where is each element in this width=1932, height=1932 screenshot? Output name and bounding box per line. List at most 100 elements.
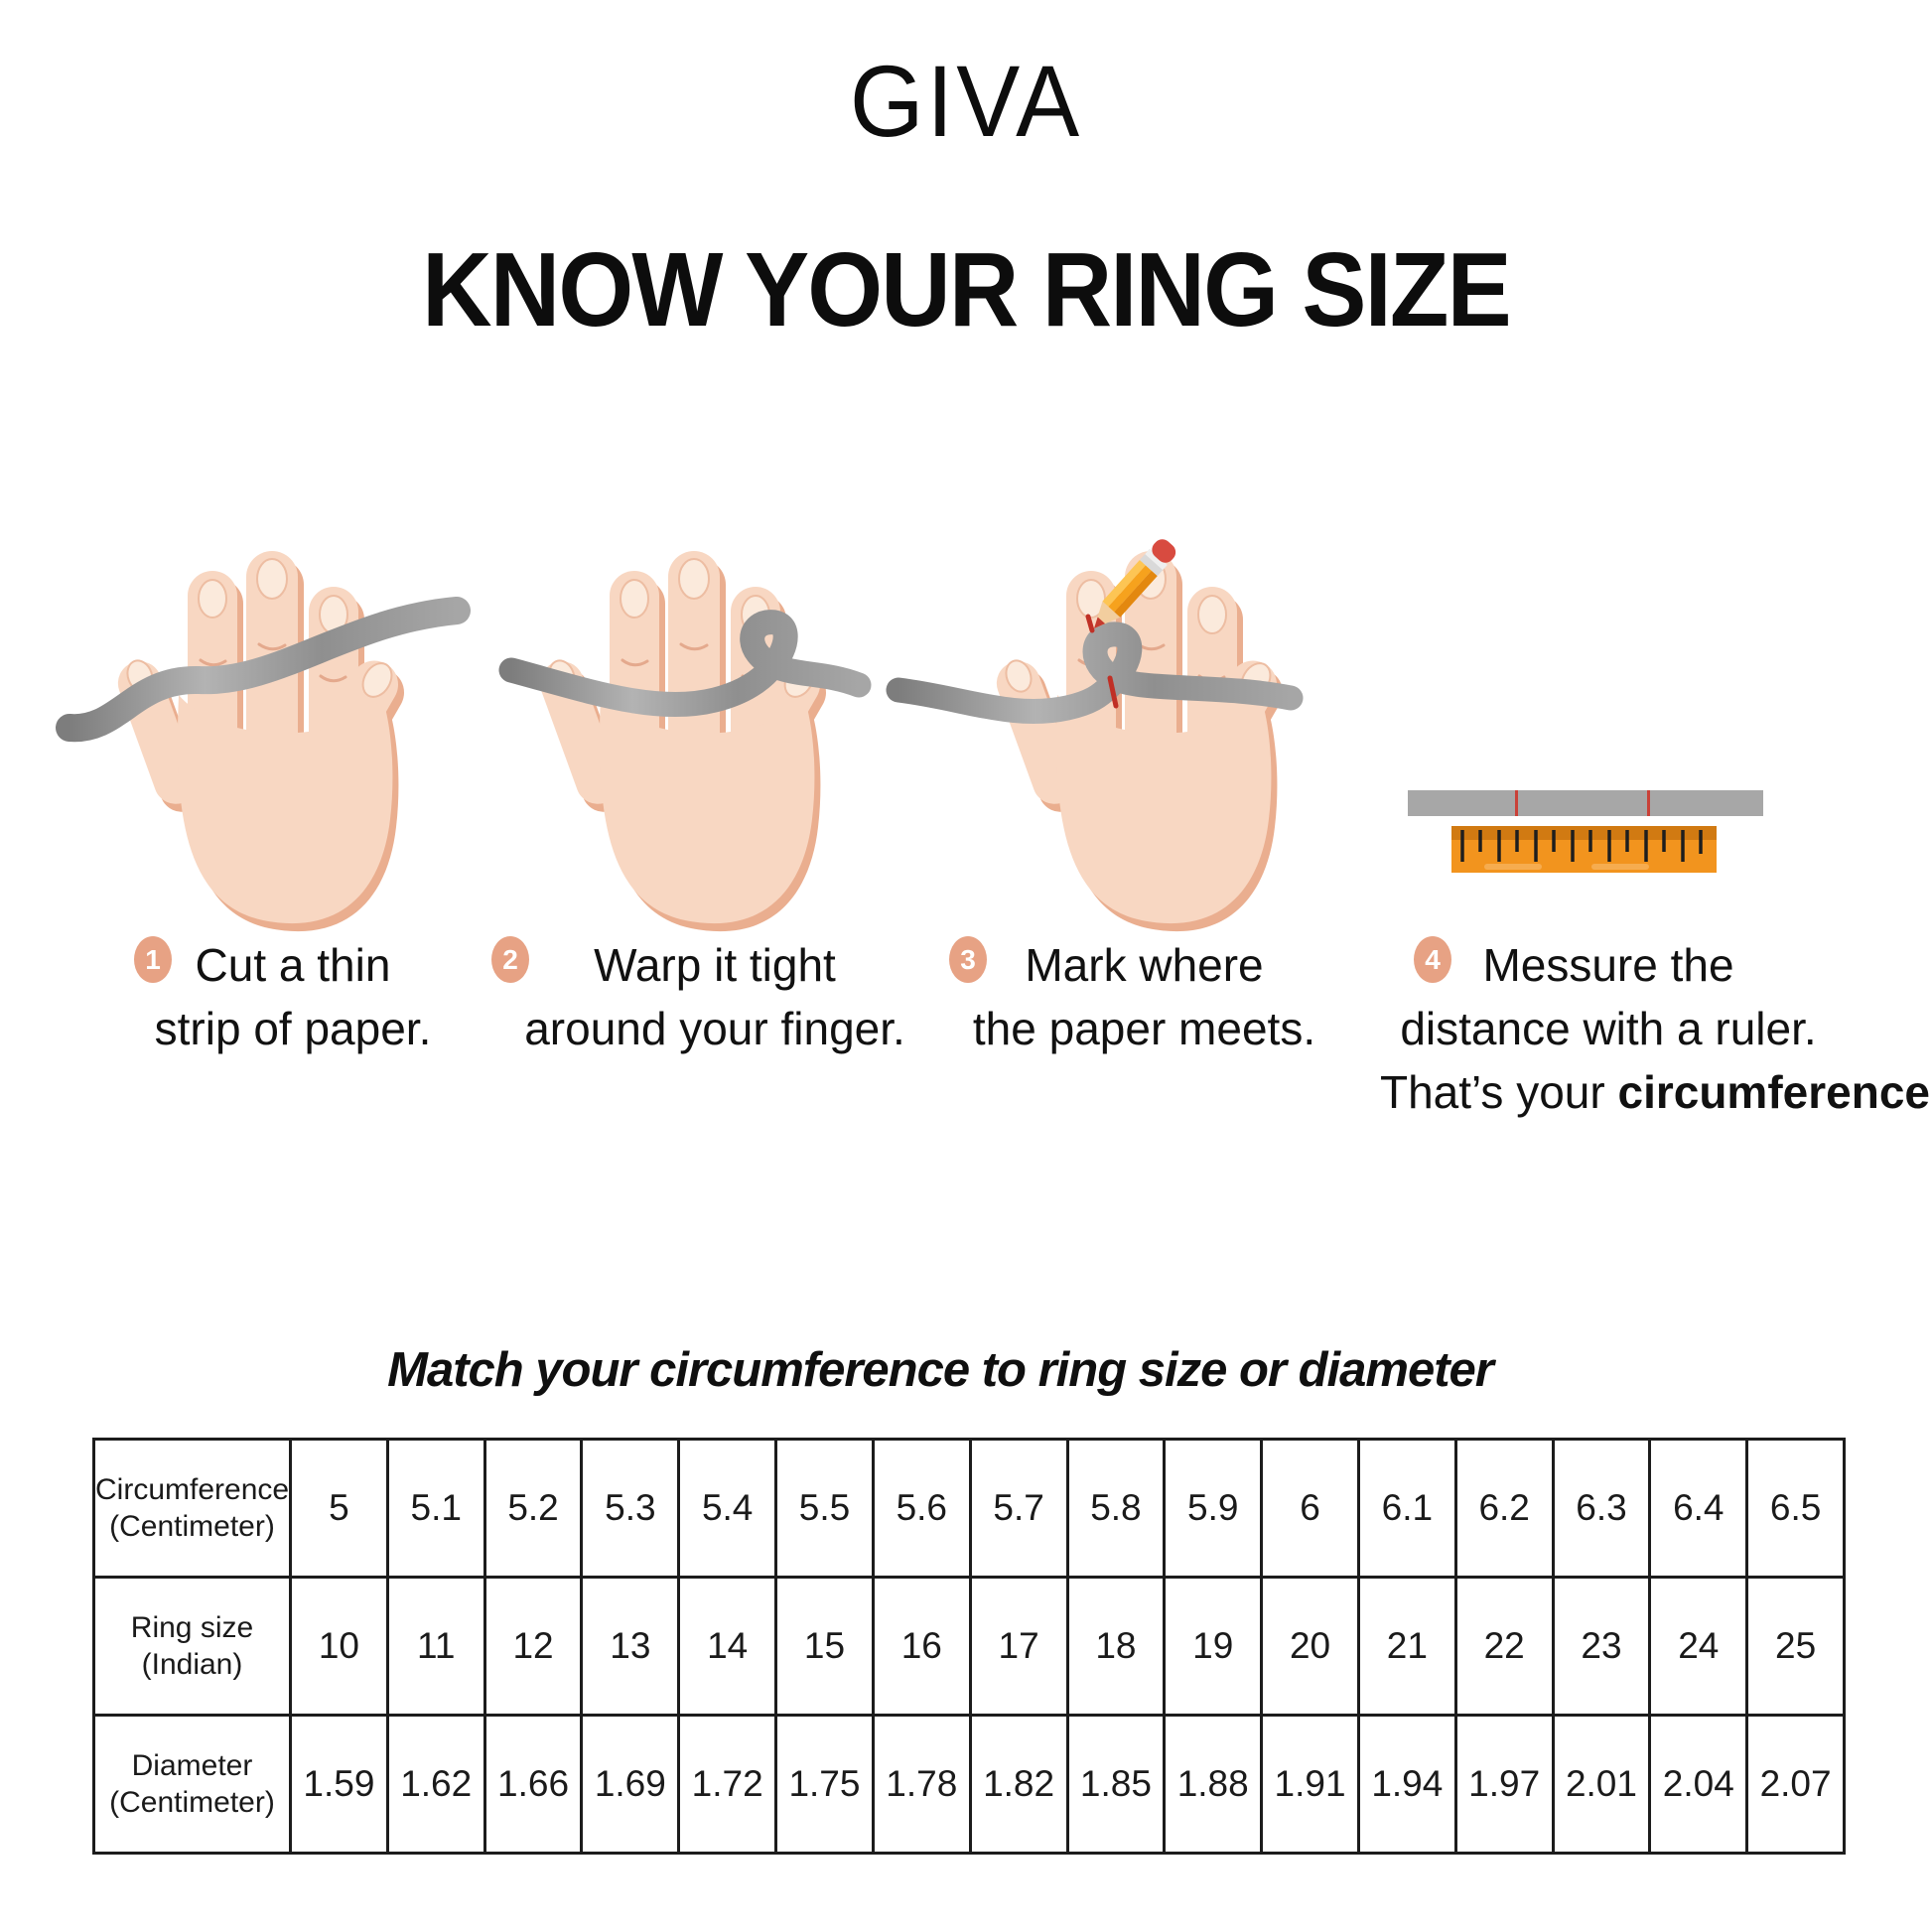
red-mark-left — [1515, 790, 1518, 816]
hand-step3-illustration — [886, 539, 1304, 938]
step-number: 1 — [145, 943, 161, 975]
table-cell: 6.5 — [1745, 1438, 1846, 1579]
step-1-line-2: strip of paper. — [154, 1003, 432, 1054]
table-cell: 6.1 — [1356, 1438, 1457, 1579]
row-label-ring-size: Ring size (Indian) — [92, 1576, 292, 1717]
hand-step2-illustration — [498, 511, 872, 938]
row-label-line: Ring size — [130, 1611, 254, 1644]
table-cell: 5.5 — [774, 1438, 875, 1579]
table-cell: 1.59 — [289, 1714, 389, 1855]
red-mark-on-strip — [1107, 675, 1119, 709]
open-hand-illustration — [991, 551, 1292, 931]
table-cell: 6.4 — [1648, 1438, 1749, 1579]
table-cell: 19 — [1163, 1576, 1264, 1717]
hand-step1-illustration — [56, 511, 471, 938]
table-cell: 5.2 — [483, 1438, 584, 1579]
marked-paper-strip — [1408, 790, 1763, 816]
table-cell: 20 — [1260, 1576, 1360, 1717]
table-cell: 22 — [1453, 1576, 1555, 1717]
table-cell: 24 — [1648, 1576, 1749, 1717]
pencil-icon — [1094, 539, 1176, 628]
table-cell: 1.69 — [580, 1714, 681, 1855]
table-cell: 13 — [580, 1576, 681, 1717]
step-1-number-badge: 1 — [134, 936, 172, 983]
step-number: 2 — [502, 943, 518, 975]
table-cell: 6 — [1260, 1438, 1360, 1579]
table-cell: 6.2 — [1453, 1438, 1555, 1579]
table-cell: 5.3 — [580, 1438, 681, 1579]
step-3: 3 Mark where the paper meets. — [943, 933, 1345, 1060]
table-cell: 1.82 — [968, 1714, 1069, 1855]
table-cell: 5.1 — [385, 1438, 486, 1579]
step-4-number-badge: 4 — [1414, 936, 1451, 983]
line3-prefix: That’s your — [1380, 1066, 1618, 1118]
step-1-line-1: Cut a thin — [195, 939, 391, 991]
row-label-line: Circumference — [95, 1473, 290, 1506]
step-number: 4 — [1425, 943, 1441, 975]
table-cell: 5.9 — [1163, 1438, 1264, 1579]
table-cell: 21 — [1356, 1576, 1457, 1717]
step-2-line-2: around your finger. — [524, 1003, 905, 1054]
table-cell: 1.97 — [1453, 1714, 1555, 1855]
circumference-row: Circumference (Centimeter) 5 5.1 5.2 5.3… — [92, 1438, 1846, 1579]
step-2: 2 Warp it tight around your finger. — [491, 933, 938, 1060]
red-mark-on-finger — [1085, 614, 1095, 633]
table-cell: 1.72 — [677, 1714, 778, 1855]
table-cell: 2.01 — [1551, 1714, 1652, 1855]
table-cell: 25 — [1745, 1576, 1846, 1717]
step-4-line-3: That’s your circumference. — [1380, 1060, 1932, 1124]
ring-size-row: Ring size (Indian) 10 11 12 13 14 15 16 … — [92, 1576, 1846, 1717]
table-cell: 5.7 — [968, 1438, 1069, 1579]
line3-suffix: . — [1930, 1066, 1932, 1118]
table-title: Match your circumference to ring size or… — [387, 1343, 1494, 1397]
step-1-text: Cut a thin strip of paper. — [94, 933, 491, 1060]
step-3-line-1: Mark where — [1025, 939, 1264, 991]
ring-size-table: Circumference (Centimeter) 5 5.1 5.2 5.3… — [92, 1438, 1846, 1855]
table-cell: 15 — [774, 1576, 875, 1717]
row-label-line: (Indian) — [141, 1648, 243, 1681]
table-cell: 1.94 — [1356, 1714, 1457, 1855]
step-2-line-1: Warp it tight — [594, 939, 836, 991]
paper-strip-wrapped — [498, 610, 872, 718]
table-cell: 16 — [871, 1576, 972, 1717]
step-3-line-2: the paper meets. — [972, 1003, 1316, 1054]
step-2-number-badge: 2 — [491, 936, 529, 983]
step-number: 3 — [960, 943, 976, 975]
step-1: 1 Cut a thin strip of paper. — [94, 933, 491, 1060]
step-3-text: Mark where the paper meets. — [943, 933, 1345, 1060]
paper-strip-wrapped — [886, 621, 1304, 724]
table-cell: 11 — [385, 1576, 486, 1717]
table-cell: 5.4 — [677, 1438, 778, 1579]
step-3-number-badge: 3 — [949, 936, 987, 983]
step-4-line-2: distance with a ruler. — [1400, 1003, 1817, 1054]
table-cell: 1.66 — [483, 1714, 584, 1855]
table-cell: 5.8 — [1065, 1438, 1167, 1579]
brand-logo: GIVA — [849, 45, 1083, 159]
table-cell: 1.91 — [1260, 1714, 1360, 1855]
table-cell: 1.88 — [1163, 1714, 1264, 1855]
step-4-line-1: Messure the — [1482, 939, 1734, 991]
step-4-text: Messure the distance with a ruler. That’… — [1380, 933, 1932, 1124]
row-label-line: (Centimeter) — [109, 1510, 275, 1543]
step-4: 4 Messure the distance with a ruler. Tha… — [1380, 933, 1932, 1124]
table-cell: 14 — [677, 1576, 778, 1717]
row-label-line: Diameter — [131, 1749, 253, 1782]
row-label-circumference: Circumference (Centimeter) — [92, 1438, 292, 1579]
table-cell: 5 — [289, 1438, 389, 1579]
red-mark-right — [1647, 790, 1650, 816]
ruler-step4-illustration — [1408, 790, 1763, 873]
table-cell: 23 — [1551, 1576, 1652, 1717]
table-cell: 10 — [289, 1576, 389, 1717]
table-cell: 2.04 — [1648, 1714, 1749, 1855]
line3-bold-word: circumference — [1617, 1066, 1930, 1118]
paper-strip — [56, 597, 471, 743]
table-cell: 1.85 — [1065, 1714, 1167, 1855]
step-2-text: Warp it tight around your finger. — [491, 933, 938, 1060]
diameter-row: Diameter (Centimeter) 1.59 1.62 1.66 1.6… — [92, 1714, 1846, 1855]
table-cell: 2.07 — [1745, 1714, 1846, 1855]
table-cell: 12 — [483, 1576, 584, 1717]
table-cell: 18 — [1065, 1576, 1167, 1717]
row-label-line: (Centimeter) — [109, 1786, 275, 1819]
table-cell: 1.62 — [385, 1714, 486, 1855]
